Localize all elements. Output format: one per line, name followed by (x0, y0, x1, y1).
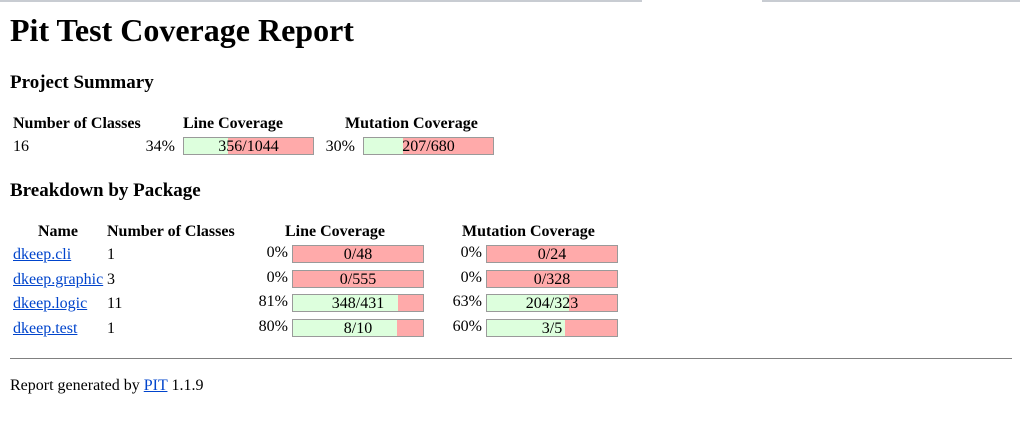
pit-link[interactable]: PIT (143, 377, 168, 394)
package-line-coverage-bar: 0/48 (292, 245, 424, 263)
breakdown-header-name: Name (38, 223, 78, 240)
package-link-dkeep-logic[interactable]: dkeep.logic (13, 295, 88, 312)
package-mutation-percent: 63% (452, 293, 482, 310)
package-line-ratio: 348/431 (331, 295, 385, 312)
breakdown-header-mutation-coverage: Mutation Coverage (462, 223, 595, 240)
summary-line-ratio: 356/1044 (218, 138, 279, 155)
package-link-dkeep-test[interactable]: dkeep.test (13, 320, 78, 337)
package-line-ratio: 0/48 (343, 246, 373, 263)
coverage-fill (293, 320, 397, 336)
coverage-fill (293, 295, 399, 311)
package-name[interactable]: dkeep.logic (13, 295, 87, 313)
summary-header-classes: Number of Classes (13, 115, 141, 132)
package-line-ratio: 0/555 (339, 271, 377, 288)
package-line-percent: 0% (266, 269, 288, 286)
package-mutation-ratio: 0/24 (537, 246, 567, 263)
package-name[interactable]: dkeep.cli (13, 246, 71, 264)
package-line-coverage-bar: 8/10 (292, 319, 424, 337)
package-classes: 1 (107, 320, 115, 337)
package-mutation-ratio: 0/328 (533, 271, 571, 288)
package-link-dkeep-graphic[interactable]: dkeep.graphic (13, 271, 104, 288)
package-classes: 11 (107, 295, 123, 312)
package-mutation-percent: 0% (460, 244, 482, 261)
package-mutation-ratio: 3/5 (541, 320, 563, 337)
summary-mutation-percent: 30% (325, 138, 355, 155)
breakdown-heading: Breakdown by Package (10, 180, 201, 201)
package-mutation-percent: 0% (460, 269, 482, 286)
summary-line-coverage-bar: 356/1044 (183, 137, 314, 155)
package-classes: 1 (107, 246, 115, 263)
footer-divider (10, 358, 1012, 359)
footer-version: 1.1.9 (171, 377, 204, 394)
summary-mutation-coverage-bar: 207/680 (363, 137, 494, 155)
coverage-fill (364, 138, 403, 154)
top-border (762, 0, 1020, 2)
breakdown-header-classes: Number of Classes (107, 223, 235, 240)
package-link-dkeep-cli[interactable]: dkeep.cli (13, 246, 72, 263)
package-mutation-percent: 60% (452, 318, 482, 335)
package-name[interactable]: dkeep.test (13, 320, 77, 338)
package-line-percent: 0% (266, 244, 288, 261)
package-line-coverage-bar: 348/431 (292, 294, 424, 312)
package-mutation-coverage-bar: 0/24 (486, 245, 618, 263)
package-line-coverage-bar: 0/555 (292, 270, 424, 288)
summary-line-percent: 34% (145, 138, 175, 155)
package-mutation-coverage-bar: 204/323 (486, 294, 618, 312)
summary-mutation-ratio: 207/680 (402, 138, 455, 155)
project-summary-heading: Project Summary (10, 72, 154, 93)
package-line-percent: 80% (258, 318, 288, 335)
package-line-percent: 81% (258, 293, 288, 310)
summary-header-line-coverage: Line Coverage (183, 115, 283, 132)
coverage-fill (184, 138, 228, 154)
package-line-ratio: 8/10 (343, 320, 373, 337)
summary-header-mutation-coverage: Mutation Coverage (345, 115, 478, 132)
footer: Report generated by PIT 1.1.9 (10, 377, 203, 395)
package-mutation-coverage-bar: 0/328 (486, 270, 618, 288)
package-mutation-ratio: 204/323 (525, 295, 579, 312)
page-title: Pit Test Coverage Report (10, 12, 354, 48)
summary-classes-value: 16 (13, 138, 29, 155)
footer-prefix: Report generated by (10, 377, 140, 394)
package-name[interactable]: dkeep.graphic (13, 271, 103, 289)
coverage-fill (487, 320, 565, 336)
coverage-fill (487, 295, 569, 311)
package-mutation-coverage-bar: 3/5 (486, 319, 618, 337)
breakdown-header-line-coverage: Line Coverage (285, 223, 385, 240)
top-border (0, 0, 642, 2)
package-classes: 3 (107, 271, 115, 288)
